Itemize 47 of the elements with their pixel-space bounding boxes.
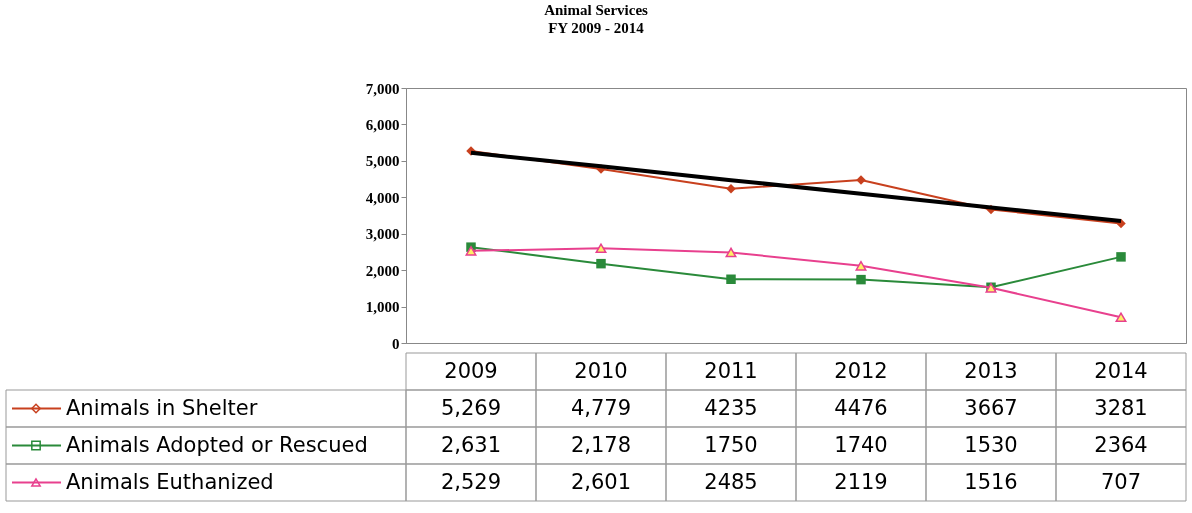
y-tick-label: 7,000 bbox=[365, 80, 400, 97]
point bbox=[596, 258, 606, 269]
x-tick-label: 2009 bbox=[444, 358, 498, 383]
point bbox=[725, 247, 737, 258]
data-label: 1530 bbox=[964, 432, 1018, 457]
legend-label: Animals in Shelter bbox=[66, 395, 258, 420]
y-tick-label: 1,000 bbox=[365, 299, 400, 316]
y-tick-label: 3,000 bbox=[365, 226, 400, 243]
data-label: 2364 bbox=[1094, 432, 1148, 457]
data-label: 707 bbox=[1100, 469, 1142, 494]
point bbox=[1116, 252, 1126, 262]
point bbox=[856, 274, 866, 285]
y-tick-label: 4,000 bbox=[365, 189, 400, 206]
point bbox=[595, 243, 607, 254]
data-label: 1516 bbox=[964, 469, 1018, 494]
data-label: 2485 bbox=[704, 469, 758, 494]
point bbox=[465, 246, 477, 256]
y-tick-label: 0 bbox=[392, 335, 400, 352]
data-label: 2119 bbox=[834, 469, 888, 494]
x-tick-label: 2010 bbox=[574, 358, 628, 383]
legend-label: Animals Euthanized bbox=[66, 469, 274, 494]
data-label: 3667 bbox=[964, 395, 1018, 420]
y-tick-label: 5,000 bbox=[365, 153, 400, 170]
chart-subtitle: FY 2009 - 2014 bbox=[548, 19, 645, 36]
data-label: 4235 bbox=[704, 395, 758, 420]
data-label: 1750 bbox=[704, 432, 758, 457]
point bbox=[726, 183, 736, 194]
data-label: 2,631 bbox=[440, 432, 502, 457]
x-tick-label: 2012 bbox=[834, 358, 888, 383]
data-label: 4,779 bbox=[570, 395, 632, 420]
point bbox=[1115, 312, 1127, 323]
point bbox=[855, 260, 867, 271]
data-label: 5,269 bbox=[440, 395, 502, 420]
x-tick-label: 2011 bbox=[704, 358, 758, 383]
data-label: 4476 bbox=[834, 395, 888, 420]
data-label: 2,178 bbox=[570, 432, 632, 457]
x-tick-label: 2013 bbox=[964, 358, 1018, 383]
x-tick-label: 2014 bbox=[1094, 358, 1148, 383]
point bbox=[726, 274, 736, 284]
chart-title: Animal Services bbox=[544, 1, 649, 18]
data-label: 1740 bbox=[834, 432, 888, 457]
legend-label: Animals Adopted or Rescued bbox=[66, 432, 368, 457]
y-tick-label: 6,000 bbox=[365, 116, 400, 133]
data-label: 3281 bbox=[1094, 395, 1148, 420]
data-label: 2,529 bbox=[440, 469, 502, 494]
data-label: 2,601 bbox=[570, 469, 632, 494]
y-tick-label: 2,000 bbox=[365, 262, 400, 279]
